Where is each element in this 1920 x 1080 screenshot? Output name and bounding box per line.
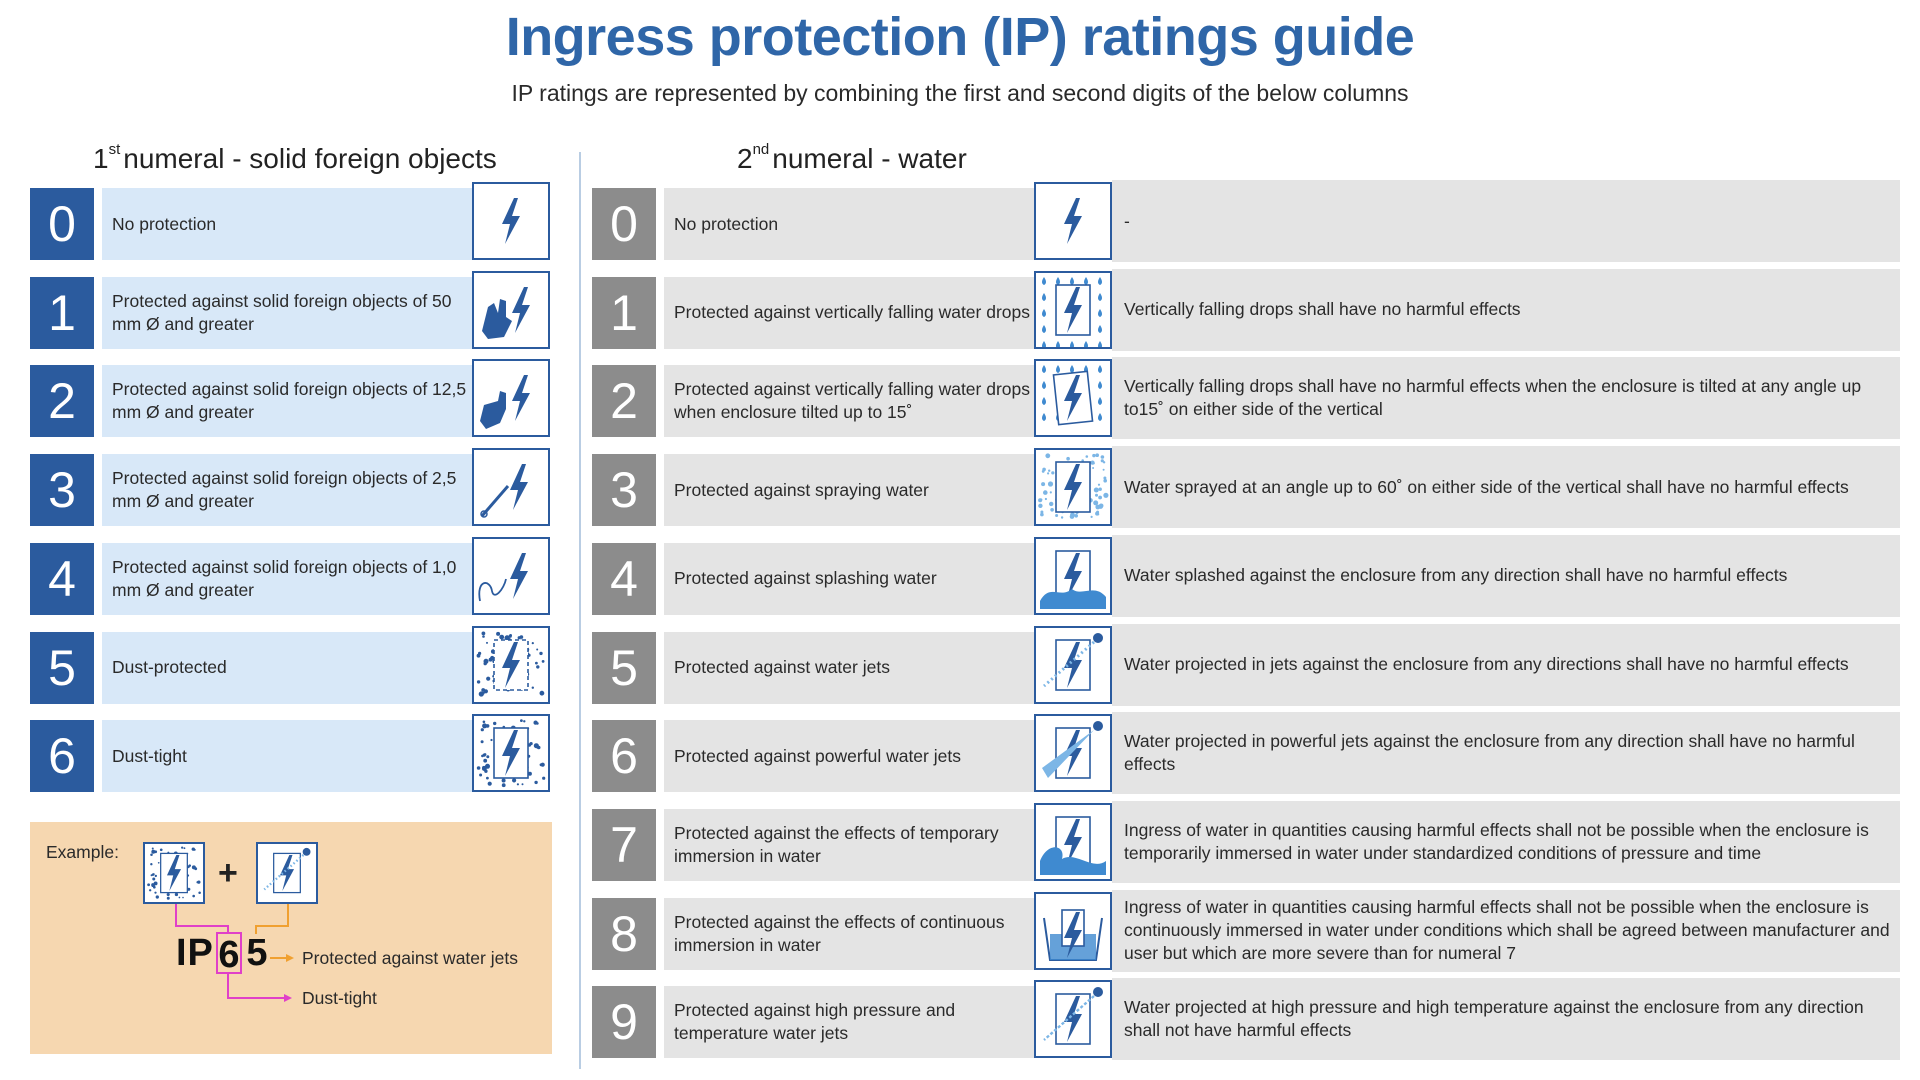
water-jet-icon [1034, 625, 1112, 704]
water-rating-row: 6 Protected against powerful water jets Wa… [592, 712, 1900, 795]
page-title: Ingress protection (IP) ratings guide [505, 7, 1415, 67]
rating-description: Protected against splashing water [664, 542, 1034, 615]
rating-description: Protected against vertically falling wat… [664, 365, 1034, 438]
water-rating-row: 9 Protected against high pressure and tem… [592, 978, 1900, 1061]
rating-number: 7 [592, 808, 656, 881]
rating-description: Protected against spraying water [664, 454, 1034, 527]
solid-rating-row: 4 Protected against solid foreign objects… [30, 536, 552, 617]
rating-description: Protected against high pressure and temp… [664, 986, 1034, 1059]
rating-detail: Water sprayed at an angle up to 60˚ on e… [1112, 446, 1900, 529]
lightning-icon [1034, 182, 1112, 260]
rating-description: Protected against solid foreign objects … [102, 276, 472, 349]
rating-description: Protected against solid foreign objects … [102, 542, 472, 615]
solid-rating-row: 5 Dust-protected [30, 625, 552, 706]
high-pressure-jet-icon [1034, 980, 1112, 1059]
dust-protected-icon [472, 625, 550, 704]
water-rating-row: 3 Protected against spraying water Water s… [592, 446, 1900, 529]
water-rating-row: 7 Protected against the effects of tempor… [592, 800, 1900, 883]
lightning-icon [472, 182, 550, 260]
rating-detail: - [1112, 180, 1900, 262]
rating-number: 6 [592, 720, 656, 793]
rating-number: 5 [592, 631, 656, 704]
water-rating-row: 4 Protected against splashing water Water … [592, 534, 1900, 617]
column-divider [579, 152, 581, 1069]
ip-prefix: IP [176, 932, 214, 974]
dust-tight-icon [143, 842, 205, 904]
water-rating-row: 1 Protected against vertically falling wa… [592, 268, 1900, 351]
immersion-icon [1034, 891, 1112, 970]
rating-detail: Water projected in powerful jets against… [1112, 712, 1900, 795]
ip-second-digit: 5 [246, 932, 268, 974]
splash-icon [1034, 536, 1112, 615]
rating-number: 1 [30, 276, 94, 349]
wire-icon [472, 536, 550, 615]
rating-number: 9 [592, 986, 656, 1059]
rating-number: 3 [30, 454, 94, 527]
example-label: Example: [46, 842, 119, 862]
rating-description: No protection [102, 188, 472, 260]
rating-description: Protected against vertically falling wat… [664, 276, 1034, 349]
rating-description: Dust-protected [102, 631, 472, 704]
rating-number: 8 [592, 897, 656, 970]
rating-detail: Vertically falling drops shall have no h… [1112, 268, 1900, 351]
rating-detail: Water projected at high pressure and hig… [1112, 978, 1900, 1061]
rating-detail: Vertically falling drops shall have no h… [1112, 357, 1900, 440]
rating-number: 3 [592, 454, 656, 527]
solid-rating-row: 2 Protected against solid foreign objects… [30, 359, 552, 439]
rating-number: 2 [592, 365, 656, 438]
finger-icon [472, 359, 550, 438]
solid-rating-row: 6 Dust-tight [30, 714, 552, 794]
rating-detail: Water splashed against the enclosure fro… [1112, 534, 1900, 617]
rating-detail: Ingress of water in quantities causing h… [1112, 800, 1900, 883]
water-jet-icon [256, 842, 318, 904]
solid-rating-row: 0 No protection [30, 182, 552, 262]
powerful-jet-icon [1034, 714, 1112, 793]
rating-number: 6 [30, 720, 94, 793]
ip-first-digit: 6 [216, 932, 242, 976]
rating-number: 4 [592, 542, 656, 615]
water-rating-row: 8 Protected against the effects of contin… [592, 889, 1900, 972]
water-rating-row: 0 No protection - [592, 180, 1900, 262]
rating-detail: Ingress of water in quantities causing h… [1112, 889, 1900, 972]
example-connectors [175, 904, 294, 1002]
solid-rating-row: 1 Protected against solid foreign objects… [30, 270, 552, 351]
solid-rating-row: 3 Protected against solid foreign objects… [30, 448, 552, 528]
rating-description: Protected against water jets [664, 631, 1034, 704]
left-column-heading: 1st numeral - solid foreign objects [93, 141, 497, 174]
water-rating-row: 2 Protected against vertically falling wa… [592, 357, 1900, 440]
rating-number: 0 [592, 188, 656, 260]
tilted-drops-icon [1034, 359, 1112, 438]
example-panel: Example: + IP 6 5 Protected against wate… [30, 822, 552, 1054]
right-column-heading: 2nd numeral - water [737, 141, 967, 174]
spray-icon [1034, 448, 1112, 527]
page-subtitle: IP ratings are represented by combining … [511, 80, 1409, 106]
dust-tight-icon [472, 714, 550, 793]
rating-description: Protected against powerful water jets [664, 720, 1034, 793]
rating-description: No protection [664, 188, 1034, 260]
example-note-second: Protected against water jets [302, 948, 518, 968]
water-rating-row: 5 Protected against water jets Water proje… [592, 623, 1900, 706]
rating-description: Protected against solid foreign objects … [102, 454, 472, 527]
rating-number: 5 [30, 631, 94, 704]
rating-description: Protected against the effects of continu… [664, 897, 1034, 970]
rating-detail: Water projected in jets against the encl… [1112, 623, 1900, 706]
rating-description: Protected against the effects of tempora… [664, 808, 1034, 881]
rating-description: Protected against solid foreign objects … [102, 365, 472, 438]
rating-number: 2 [30, 365, 94, 438]
wave-icon [1034, 802, 1112, 881]
tool-icon [472, 448, 550, 527]
plus-sign: + [218, 854, 238, 892]
hand-icon [472, 270, 550, 349]
rating-description: Dust-tight [102, 720, 472, 793]
vertical-drops-icon [1034, 270, 1112, 349]
rating-number: 4 [30, 542, 94, 615]
rating-number: 0 [30, 188, 94, 260]
example-note-first: Dust-tight [302, 988, 377, 1008]
rating-number: 1 [592, 276, 656, 349]
